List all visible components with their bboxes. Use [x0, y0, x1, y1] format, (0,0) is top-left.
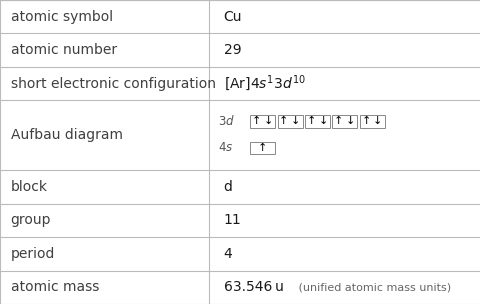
Text: ↑: ↑: [360, 116, 370, 126]
Text: ↑: ↑: [251, 116, 261, 126]
Text: (unified atomic mass units): (unified atomic mass units): [294, 282, 450, 292]
Bar: [304, 115, 329, 128]
Text: atomic symbol: atomic symbol: [11, 10, 112, 24]
Text: atomic mass: atomic mass: [11, 280, 99, 294]
Text: ↓: ↓: [263, 116, 272, 126]
Bar: [359, 115, 384, 128]
Text: ↓: ↓: [345, 116, 354, 126]
Text: ↑: ↑: [257, 143, 267, 153]
Text: block: block: [11, 180, 48, 194]
Text: group: group: [11, 213, 51, 227]
Text: 11: 11: [223, 213, 241, 227]
Text: ↓: ↓: [290, 116, 300, 126]
Text: Aufbau diagram: Aufbau diagram: [11, 128, 122, 142]
Text: ↑: ↑: [333, 116, 343, 126]
Text: Cu: Cu: [223, 10, 241, 24]
Text: ↑: ↑: [278, 116, 288, 126]
Text: 4: 4: [223, 247, 232, 261]
Text: 63.546 u: 63.546 u: [223, 280, 283, 294]
Text: $3d$: $3d$: [217, 114, 234, 128]
Bar: [250, 115, 275, 128]
Text: ↓: ↓: [318, 116, 327, 126]
Text: ↑: ↑: [306, 116, 315, 126]
Bar: [277, 115, 302, 128]
Text: short electronic configuration: short electronic configuration: [11, 77, 215, 91]
Text: atomic number: atomic number: [11, 43, 117, 57]
Text: $\mathregular{[Ar]4}s^{1}\mathregular{3}d^{10}$: $\mathregular{[Ar]4}s^{1}\mathregular{3}…: [223, 74, 305, 93]
Text: $4s$: $4s$: [217, 141, 233, 154]
Bar: [250, 142, 275, 154]
Text: period: period: [11, 247, 55, 261]
Bar: [332, 115, 357, 128]
Text: d: d: [223, 180, 232, 194]
Text: 29: 29: [223, 43, 241, 57]
Text: ↓: ↓: [372, 116, 382, 126]
